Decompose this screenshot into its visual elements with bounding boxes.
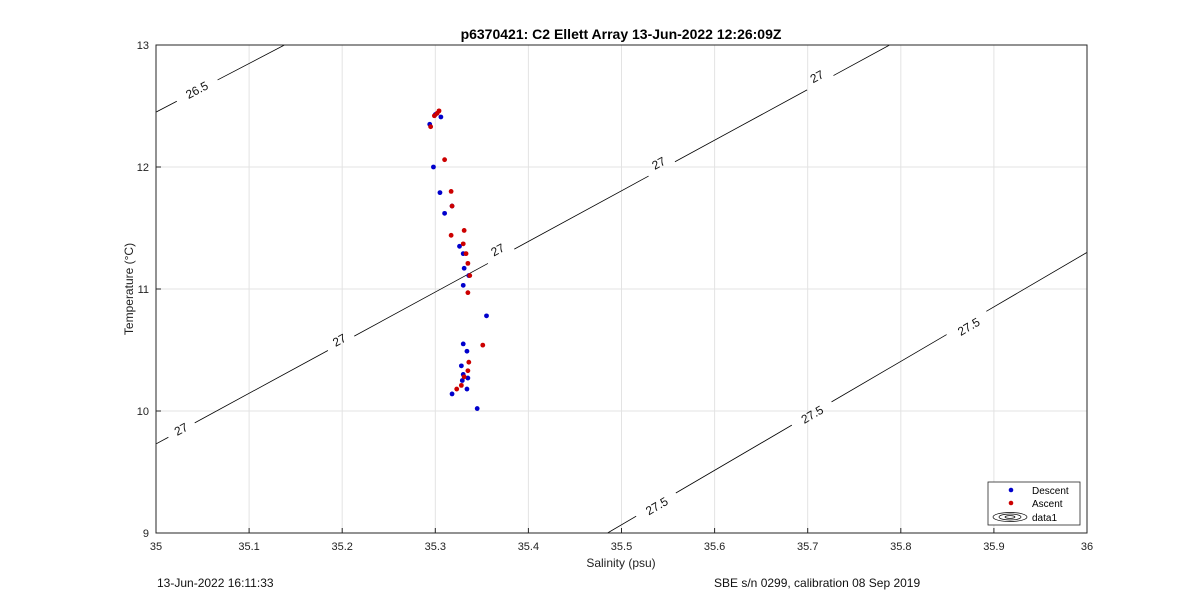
x-tick-label: 35.3: [425, 541, 446, 553]
legend-ascent-marker: [1008, 500, 1014, 506]
ascent-point: [461, 374, 467, 380]
y-tick-label: 12: [137, 162, 149, 174]
density-contour-line: [674, 89, 808, 163]
ascent-point: [442, 157, 448, 163]
ascent-point: [465, 290, 471, 296]
ascent-point: [480, 342, 486, 348]
descent-point: [442, 210, 448, 216]
ascent-point: [448, 232, 454, 238]
descent-point: [460, 341, 466, 347]
descent-point: [449, 391, 455, 397]
x-tick-label: 35.5: [611, 541, 632, 553]
density-contour-line: [217, 45, 285, 81]
x-tick-label: 35.1: [238, 541, 259, 553]
descent-point: [458, 363, 464, 369]
descent-point: [461, 265, 467, 271]
ascent-point: [465, 260, 471, 266]
descent-point: [474, 406, 480, 411]
descent-point: [464, 386, 470, 392]
x-tick-label: 35.6: [704, 541, 725, 553]
descent-point: [438, 114, 444, 120]
ascent-point: [460, 241, 466, 247]
footer-timestamp: 13-Jun-2022 16:11:33: [157, 576, 274, 590]
x-tick-label: 35.9: [983, 541, 1004, 553]
density-contour-line: [156, 436, 169, 445]
density-contour-line: [354, 263, 489, 337]
x-tick-label: 35.7: [797, 541, 818, 553]
legend-descent-marker: [1008, 487, 1014, 493]
density-contour-line: [675, 424, 793, 494]
descent-point: [431, 164, 436, 170]
density-contours: [156, 45, 1087, 533]
legend-ascent-label: Ascent: [1032, 499, 1063, 510]
ascent-point: [463, 251, 469, 257]
chart-title: p6370421: C2 Ellett Array 13-Jun-2022 12…: [461, 26, 782, 42]
descent-point: [460, 282, 466, 288]
descent-point: [437, 190, 443, 196]
density-contour-line: [831, 334, 947, 403]
ascent-point: [466, 359, 472, 365]
y-axis-label: Temperature (°C): [122, 243, 136, 335]
descent-point: [459, 378, 465, 383]
density-contour-line: [833, 45, 890, 76]
y-tick-label: 13: [137, 40, 149, 52]
legend-descent-label: Descent: [1032, 486, 1069, 497]
y-tick-label: 11: [138, 284, 149, 296]
ascent-point: [461, 228, 467, 233]
density-contour-label: 27: [172, 420, 191, 439]
ascent-point: [467, 273, 473, 278]
ascent-point: [449, 203, 455, 209]
x-tick-label: 35.2: [331, 541, 352, 553]
density-contour-label: 27: [650, 154, 669, 173]
x-tick-label: 36: [1081, 541, 1093, 553]
ascent-point: [428, 124, 434, 130]
legend-box: [987, 481, 1081, 526]
ascent-point: [454, 386, 460, 392]
ascent-point: [431, 113, 437, 119]
density-contour-line: [156, 100, 177, 113]
y-axis-ticks: 9 10 11 12 13: [137, 40, 161, 540]
x-tick-label: 35.4: [518, 541, 539, 553]
descent-point: [457, 243, 462, 249]
density-contour-line: [194, 350, 329, 424]
ascent-point: [448, 189, 454, 194]
descent-point: [465, 375, 471, 381]
density-contour-label: 27: [488, 240, 507, 259]
ascent-point: [458, 382, 464, 388]
ascent-point: [465, 368, 471, 374]
footer-sensor-info: SBE s/n 0299, calibration 08 Sep 2019: [714, 576, 921, 590]
x-tick-label: 35: [150, 541, 162, 553]
density-contour-line: [986, 252, 1087, 312]
x-axis-ticks: 35 35.1 35.2 35.3 35.4 35.5 35.6 35.7 35.8 35.9 36: [150, 528, 1093, 553]
density-contour-line: [514, 175, 649, 250]
legend-contour-label: data1: [1032, 513, 1057, 524]
descent-point: [464, 348, 470, 354]
data-points: [427, 108, 489, 411]
x-tick-label: 35.8: [890, 541, 911, 553]
y-tick-label: 10: [137, 406, 149, 418]
descent-point: [484, 313, 489, 319]
density-contour-label: 27: [808, 67, 827, 86]
y-tick-label: 9: [143, 528, 149, 540]
x-axis-label: Salinity (psu): [586, 556, 655, 570]
density-contour-line: [607, 515, 637, 533]
density-contour-label: 27: [330, 331, 349, 350]
legend: Descent Ascent data1: [987, 481, 1081, 526]
contour-legend-icon: [992, 512, 1028, 522]
